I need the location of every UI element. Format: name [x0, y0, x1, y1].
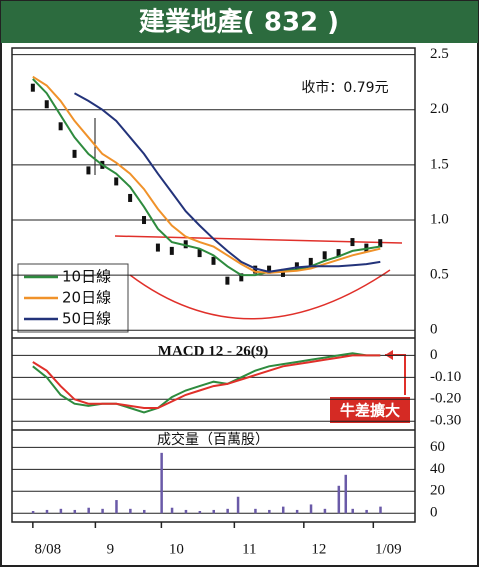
legend-label: 20日線: [62, 289, 111, 307]
title-bar: [1, 1, 478, 43]
bar: [212, 509, 215, 514]
series-line: [32, 352, 381, 414]
candle: [378, 239, 383, 248]
candle: [197, 249, 202, 258]
legend-label: 10日線: [62, 268, 111, 286]
y-tick-label: 0: [430, 322, 438, 338]
y-tick-label: -0.20: [430, 391, 461, 407]
y-tick-label: 2.5: [430, 46, 449, 62]
y-tick-label: 0: [430, 347, 438, 363]
y-tick-label: -0.30: [430, 413, 461, 429]
y-tick-label: 1.0: [430, 211, 449, 227]
bar: [379, 506, 382, 514]
x-tick-label: 9: [107, 541, 115, 557]
candle: [322, 251, 327, 260]
candle: [294, 262, 299, 271]
macd-title: MACD 12 - 26(9): [158, 343, 268, 359]
bar: [344, 474, 348, 514]
candle: [280, 268, 285, 277]
bar: [184, 509, 188, 514]
bar: [160, 452, 163, 514]
candle: [253, 265, 258, 274]
candle: [58, 122, 63, 131]
bar: [236, 496, 240, 514]
volume-title: 成交量（百萬股）: [157, 431, 269, 448]
y-tick-label: 0: [430, 505, 438, 521]
bar: [295, 509, 299, 514]
candle: [72, 149, 77, 158]
bar: [254, 508, 257, 514]
candle: [308, 257, 313, 266]
candle: [267, 265, 272, 274]
candle: [142, 216, 147, 225]
candle: [211, 256, 216, 265]
bar: [143, 509, 146, 514]
bar: [351, 508, 354, 514]
y-tick-label: 60: [430, 439, 445, 455]
bar: [31, 511, 35, 514]
candle: [86, 166, 91, 175]
y-tick-label: 20: [430, 483, 445, 499]
bar: [365, 509, 368, 514]
candle: [364, 243, 369, 252]
y-tick-label: -0.10: [430, 369, 461, 385]
y-tick-label: 1.5: [430, 156, 449, 172]
x-tick-label: 10: [169, 541, 184, 557]
chart-title: 建業地產( 832 ): [139, 7, 339, 38]
candle: [336, 249, 341, 258]
bar: [226, 508, 229, 514]
bar: [337, 485, 341, 514]
candle: [239, 273, 244, 282]
series-line: [32, 75, 381, 274]
x-tick-label: 11: [242, 541, 256, 557]
candle: [350, 238, 355, 247]
y-tick-label: 0.5: [430, 267, 449, 283]
candle: [225, 276, 230, 285]
y-tick-label: 2.0: [430, 101, 449, 117]
candle: [44, 100, 49, 109]
candle: [128, 193, 133, 202]
x-tick-label: 12: [311, 541, 326, 557]
bar: [170, 507, 174, 514]
x-tick-label: 8/08: [35, 541, 62, 557]
bar: [101, 508, 104, 514]
close-annotation: 收市：0.79元: [301, 79, 388, 96]
bar: [268, 509, 271, 514]
series-line: [32, 78, 381, 277]
candle: [183, 240, 188, 249]
candle: [155, 243, 160, 252]
bar: [281, 506, 285, 514]
bar: [87, 507, 90, 514]
series-line: [32, 354, 381, 409]
series-line: [74, 92, 381, 273]
plot-frame: [11, 47, 416, 523]
candle: [30, 83, 35, 92]
candle: [169, 246, 174, 255]
candle: [114, 177, 119, 186]
bar: [115, 500, 118, 514]
bar: [73, 509, 77, 514]
bar: [309, 504, 313, 514]
bar: [45, 509, 49, 514]
bar: [59, 508, 63, 514]
bottom-curve: [129, 269, 391, 320]
legend-label: 50日線: [62, 310, 111, 328]
bar: [323, 508, 327, 514]
bar: [198, 511, 202, 514]
macd-annotation: 牛差擴大: [340, 402, 400, 420]
y-tick-label: 40: [430, 461, 445, 477]
bar: [129, 508, 132, 514]
x-tick-label: 1/09: [375, 541, 402, 557]
annotation-box: [330, 397, 410, 423]
